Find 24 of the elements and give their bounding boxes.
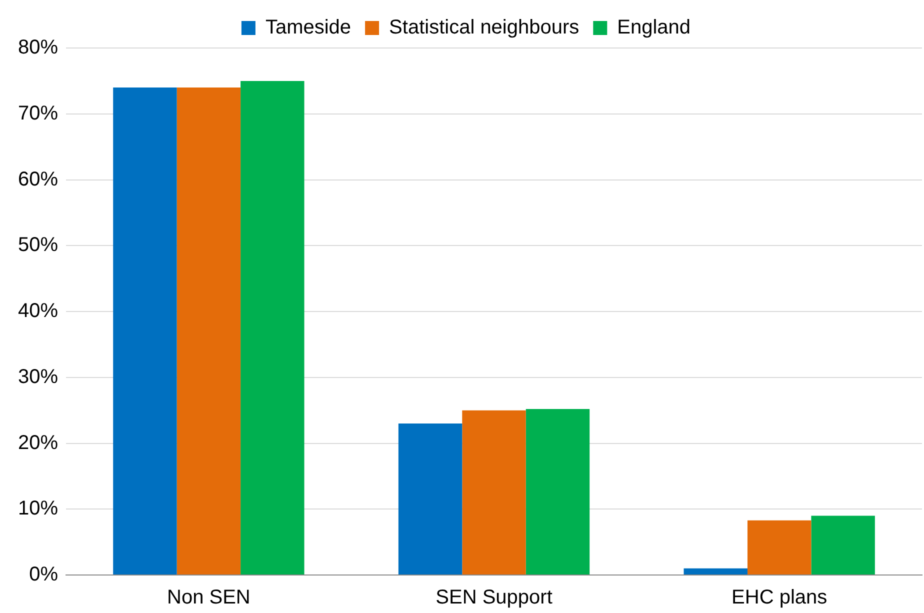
bar bbox=[462, 410, 526, 574]
y-tick-label: 60% bbox=[18, 168, 58, 190]
bar bbox=[113, 88, 177, 574]
y-tick-label: 80% bbox=[18, 36, 58, 59]
x-tick-label: EHC plans bbox=[732, 586, 828, 609]
y-tick-label: 20% bbox=[18, 432, 58, 454]
x-tick-label: Non SEN bbox=[167, 586, 250, 609]
y-tick-label: 10% bbox=[18, 498, 58, 520]
bar bbox=[747, 520, 812, 574]
legend-label: Statistical neighbours bbox=[389, 16, 580, 39]
y-tick-label: 40% bbox=[18, 300, 58, 322]
y-tick-label: 30% bbox=[18, 366, 58, 388]
bar bbox=[398, 423, 462, 574]
y-tick-label: 70% bbox=[18, 102, 58, 124]
bar bbox=[684, 568, 748, 574]
bar bbox=[240, 80, 304, 574]
bar bbox=[176, 88, 241, 574]
x-tick-label: SEN Support bbox=[436, 586, 553, 609]
y-tick-label: 0% bbox=[29, 564, 58, 586]
legend-label: Tameside bbox=[265, 16, 352, 39]
bar bbox=[526, 408, 590, 574]
legend-label: England bbox=[617, 16, 691, 39]
bar bbox=[811, 516, 875, 574]
y-tick-label: 50% bbox=[18, 234, 58, 256]
